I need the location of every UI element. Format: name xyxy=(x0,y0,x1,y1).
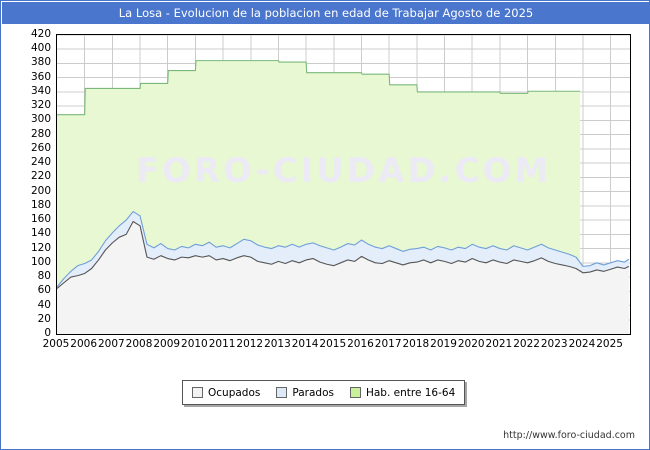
x-tick-label: 2009 xyxy=(153,338,181,350)
x-tick-label: 2022 xyxy=(513,338,540,350)
y-tick-label: 380 xyxy=(30,56,51,69)
y-tick-label: 300 xyxy=(30,113,51,126)
x-tick-label: 2024 xyxy=(568,338,596,350)
y-tick-label: 220 xyxy=(30,170,51,183)
x-tick-label: 2016 xyxy=(347,338,374,350)
x-tick-label: 2018 xyxy=(402,338,430,350)
y-tick-label: 60 xyxy=(37,284,51,297)
window-title-bar: La Losa - Evolucion de la poblacion en e… xyxy=(2,2,650,24)
x-tick-label: 2005 xyxy=(42,338,70,350)
x-tick-label: 2012 xyxy=(236,338,264,350)
x-axis-labels: 2005 2006 2007 2008 2009 2010 2011 2012 2013 2014… xyxy=(1,338,650,358)
y-tick-label: 40 xyxy=(37,298,51,311)
y-tick-label: 0 xyxy=(44,327,51,339)
y-tick-label: 240 xyxy=(30,156,51,169)
legend-swatch-icon xyxy=(276,387,288,398)
series-line xyxy=(57,60,581,116)
x-tick-label: 2010 xyxy=(181,338,208,350)
legend-swatch-icon xyxy=(192,387,203,398)
x-tick-label: 2023 xyxy=(540,338,568,350)
y-tick-label: 100 xyxy=(30,255,51,268)
y-tick-label: 160 xyxy=(30,213,51,226)
x-tick-label: 2014 xyxy=(291,338,319,350)
x-tick-label: 2011 xyxy=(208,338,236,350)
y-tick-label: 200 xyxy=(30,184,51,197)
y-tick-label: 340 xyxy=(30,84,51,97)
x-tick-label: 2007 xyxy=(97,338,125,350)
chart-svg xyxy=(57,35,630,334)
series-area xyxy=(57,221,629,334)
x-tick-label: 2013 xyxy=(264,338,291,350)
legend-item[interactable]: Parados xyxy=(276,387,334,399)
legend-label: Parados xyxy=(292,386,334,399)
plot-area-wrapper xyxy=(56,34,631,335)
y-tick-label: 420 xyxy=(30,28,51,40)
y-tick-label: 20 xyxy=(37,312,51,325)
plot-area xyxy=(56,34,631,335)
y-tick-label: 140 xyxy=(30,227,51,240)
y-tick-label: 320 xyxy=(30,99,51,112)
y-axis-labels: 0 20 40 60 80 100 120 140 160 180 200 220 240 260 280 3… xyxy=(1,1,51,361)
x-tick-label: 2015 xyxy=(319,338,347,350)
y-tick-label: 120 xyxy=(30,241,51,254)
series-line xyxy=(57,220,630,289)
x-tick-label: 2020 xyxy=(457,338,485,350)
chart-legend: Ocupados Parados Hab. entre 16-64 xyxy=(182,380,466,405)
x-tick-label: 2006 xyxy=(70,338,98,350)
x-tick-label: 2008 xyxy=(125,338,153,350)
y-tick-label: 280 xyxy=(30,127,51,140)
x-tick-label: 2025 xyxy=(596,338,623,350)
x-tick-label: 2021 xyxy=(485,338,513,350)
series-line xyxy=(57,211,630,288)
x-tick-label: 2017 xyxy=(374,338,402,350)
page-title: La Losa - Evolucion de la poblacion en e… xyxy=(118,6,534,20)
x-tick-label: 2019 xyxy=(430,338,457,350)
y-tick-label: 180 xyxy=(30,198,51,211)
legend-label: Hab. entre 16-64 xyxy=(365,386,456,399)
y-tick-label: 80 xyxy=(37,270,51,283)
legend-item[interactable]: Hab. entre 16-64 xyxy=(349,386,456,399)
y-tick-label: 400 xyxy=(30,42,51,55)
footer-url: http://www.foro-ciudad.com xyxy=(503,430,635,441)
y-tick-label: 260 xyxy=(30,141,51,154)
legend-swatch-icon xyxy=(349,387,361,398)
legend-label: Ocupados xyxy=(208,386,261,399)
y-tick-label: 360 xyxy=(30,70,51,83)
legend-item[interactable]: Ocupados xyxy=(192,387,260,399)
